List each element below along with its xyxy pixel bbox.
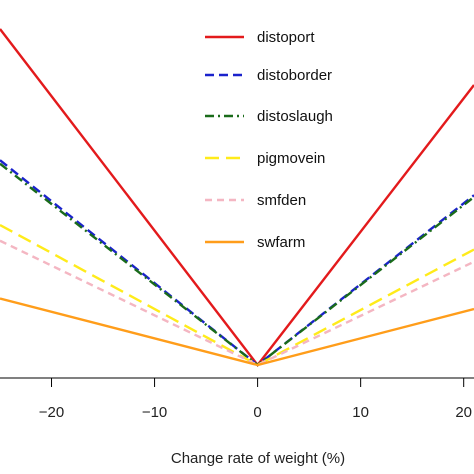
x-tick-label: −20 (39, 404, 64, 421)
series-line-distoport (0, 28, 474, 367)
x-axis-title: Change rate of weight (%) (171, 450, 345, 467)
legend: distoport distoborder distoslaugh pigmovein… (205, 29, 333, 251)
x-tick-label: 0 (253, 404, 261, 421)
x-tick-label: 10 (352, 404, 369, 421)
legend-label-distoborder: distoborder (257, 67, 332, 84)
series-line-distoslaugh (0, 162, 474, 367)
x-tick-label: −10 (142, 404, 167, 421)
x-axis: −20 −10 0 10 20 (39, 378, 472, 421)
legend-label-swfarm: swfarm (257, 234, 305, 251)
series-line-pigmovein (0, 223, 474, 367)
legend-label-distoport: distoport (257, 29, 315, 46)
legend-label-pigmovein: pigmovein (257, 150, 325, 167)
plot-area (0, 28, 474, 367)
legend-label-smfden: smfden (257, 192, 306, 209)
series-line-smfden (0, 239, 474, 367)
legend-label-distoslaugh: distoslaugh (257, 108, 333, 125)
x-tick-label: 20 (455, 404, 472, 421)
series-line-swfarm (0, 297, 474, 367)
series-line-distoborder (0, 159, 474, 367)
